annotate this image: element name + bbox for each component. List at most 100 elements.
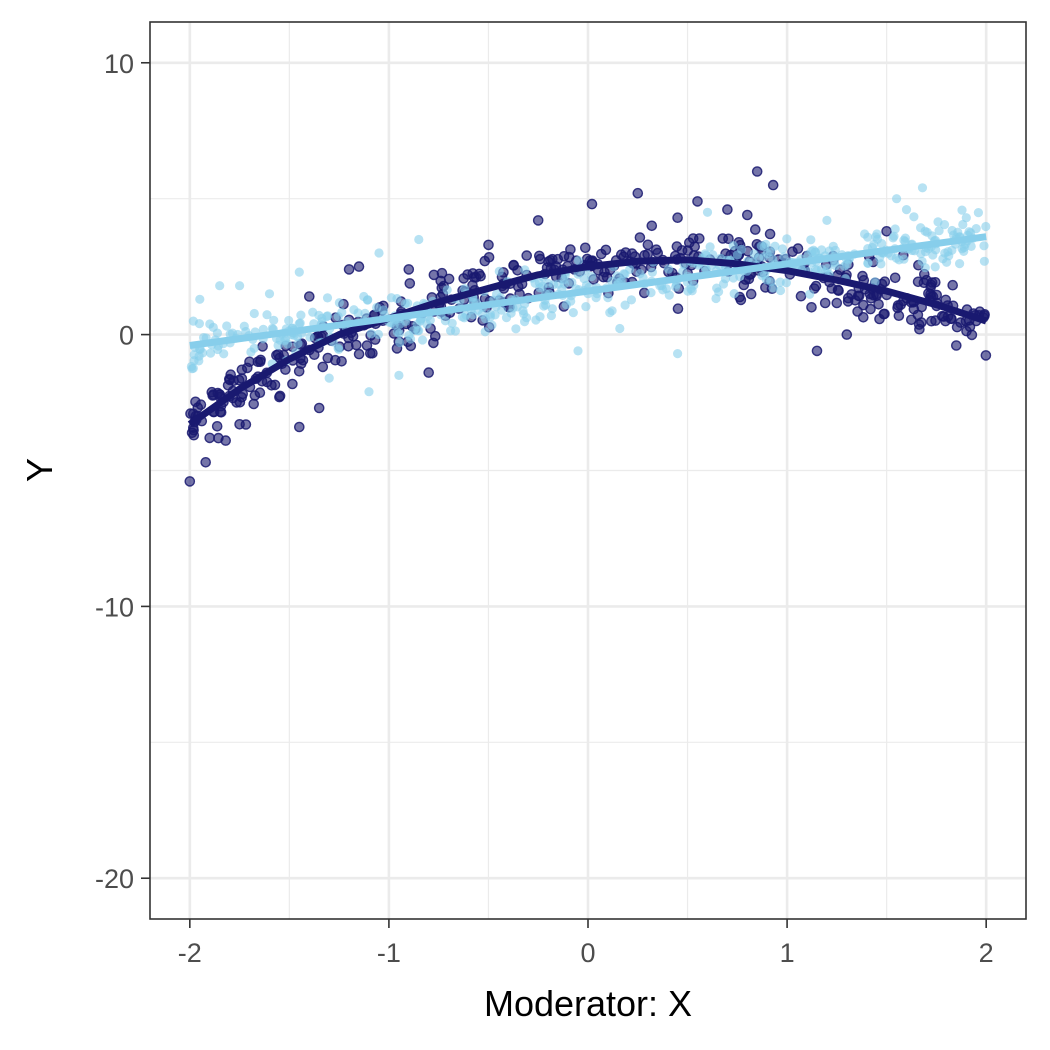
data-point-dark bbox=[353, 348, 365, 360]
data-point-dark bbox=[598, 271, 609, 283]
data-point-dark bbox=[947, 279, 959, 291]
data-point-light bbox=[587, 272, 597, 282]
data-point-dark bbox=[819, 297, 831, 309]
data-point-dark bbox=[580, 242, 591, 254]
data-point-light bbox=[249, 343, 259, 353]
data-point-dark bbox=[672, 212, 683, 223]
data-point-light bbox=[759, 270, 770, 280]
data-point-light bbox=[901, 205, 912, 215]
data-point-dark bbox=[787, 246, 798, 257]
data-point-light bbox=[408, 326, 419, 336]
data-point-dark bbox=[483, 239, 494, 251]
trend-line-dark bbox=[187, 256, 988, 428]
data-point-light bbox=[768, 283, 778, 293]
data-point-light bbox=[262, 310, 272, 320]
data-point-dark bbox=[764, 228, 776, 240]
data-point-dark bbox=[313, 402, 325, 414]
data-point-light bbox=[920, 263, 930, 273]
data-point-light bbox=[683, 286, 693, 296]
data-point-dark bbox=[521, 250, 533, 261]
x-axis-ticks: -2 -1 0 1 2 bbox=[178, 919, 994, 968]
data-point-light bbox=[308, 307, 318, 317]
data-point-light bbox=[979, 241, 989, 251]
data-point-light bbox=[581, 302, 591, 312]
data-point-light bbox=[782, 234, 792, 244]
data-point-dark bbox=[586, 198, 598, 210]
data-point-dark bbox=[479, 255, 491, 267]
data-point-light bbox=[446, 326, 456, 336]
data-point-dark bbox=[532, 215, 544, 226]
data-point-dark bbox=[951, 340, 962, 351]
data-point-light bbox=[749, 249, 759, 259]
data-point-light bbox=[394, 370, 404, 380]
data-point-light bbox=[442, 285, 452, 295]
data-point-light bbox=[805, 289, 815, 299]
data-point-dark bbox=[293, 365, 305, 377]
data-point-light bbox=[947, 245, 957, 255]
data-point-light bbox=[810, 265, 821, 275]
data-point-dark bbox=[211, 420, 223, 432]
data-point-light bbox=[635, 269, 645, 279]
data-point-light bbox=[573, 255, 584, 266]
x-axis-title: Moderator: X bbox=[484, 983, 692, 1024]
data-point-light bbox=[916, 223, 926, 233]
data-point-light bbox=[761, 239, 771, 249]
data-point-dark bbox=[581, 253, 593, 265]
data-point-light bbox=[934, 226, 944, 236]
data-point-light bbox=[928, 250, 938, 260]
data-point-dark bbox=[767, 179, 779, 191]
data-point-light bbox=[414, 234, 424, 245]
data-point-light bbox=[777, 244, 788, 254]
data-point-dark bbox=[881, 225, 892, 237]
data-point-light bbox=[807, 246, 817, 256]
data-point-light bbox=[781, 278, 792, 288]
data-point-light bbox=[568, 308, 578, 318]
data-point-light bbox=[535, 283, 545, 293]
x-tick-label: 2 bbox=[979, 938, 994, 968]
data-point-dark bbox=[841, 329, 853, 340]
data-point-light bbox=[249, 308, 259, 319]
data-point-dark bbox=[893, 310, 905, 322]
data-point-light bbox=[663, 264, 674, 274]
y-axis-ticks: 10 0 -10 -20 bbox=[95, 49, 150, 894]
data-point-dark bbox=[534, 253, 546, 265]
data-point-dark bbox=[642, 239, 654, 251]
y-tick-label: -10 bbox=[95, 592, 134, 622]
data-point-light bbox=[508, 303, 518, 313]
data-point-dark bbox=[234, 418, 245, 430]
data-point-dark bbox=[274, 391, 285, 403]
data-point-light bbox=[720, 274, 731, 284]
data-point-light bbox=[822, 263, 832, 274]
data-point-light bbox=[673, 349, 683, 359]
data-point-light bbox=[626, 295, 637, 305]
data-point-dark bbox=[403, 264, 415, 275]
data-point-light bbox=[543, 278, 553, 289]
data-point-light bbox=[194, 319, 204, 329]
data-point-light bbox=[889, 231, 899, 241]
data-point-light bbox=[494, 266, 504, 276]
data-point-light bbox=[235, 281, 245, 291]
data-point-dark bbox=[873, 298, 884, 310]
data-point-light bbox=[284, 315, 294, 326]
data-point-light bbox=[927, 231, 937, 241]
data-point-light bbox=[728, 241, 738, 251]
data-point-light bbox=[768, 254, 778, 264]
data-point-dark bbox=[248, 398, 259, 410]
data-point-light bbox=[938, 254, 948, 264]
data-point-dark bbox=[879, 308, 890, 320]
data-point-dark bbox=[646, 220, 658, 232]
data-point-light bbox=[620, 269, 630, 279]
data-point-light bbox=[955, 259, 965, 269]
data-point-light bbox=[779, 252, 789, 262]
data-point-light bbox=[959, 246, 969, 256]
data-point-dark bbox=[565, 244, 576, 255]
data-point-light bbox=[559, 275, 569, 285]
data-point-dark bbox=[980, 350, 992, 361]
y-tick-label: -20 bbox=[95, 864, 134, 894]
data-point-dark bbox=[255, 354, 266, 366]
data-point-light bbox=[322, 293, 333, 303]
data-point-light bbox=[899, 235, 909, 245]
data-point-dark bbox=[811, 345, 823, 357]
data-point-light bbox=[334, 298, 344, 308]
